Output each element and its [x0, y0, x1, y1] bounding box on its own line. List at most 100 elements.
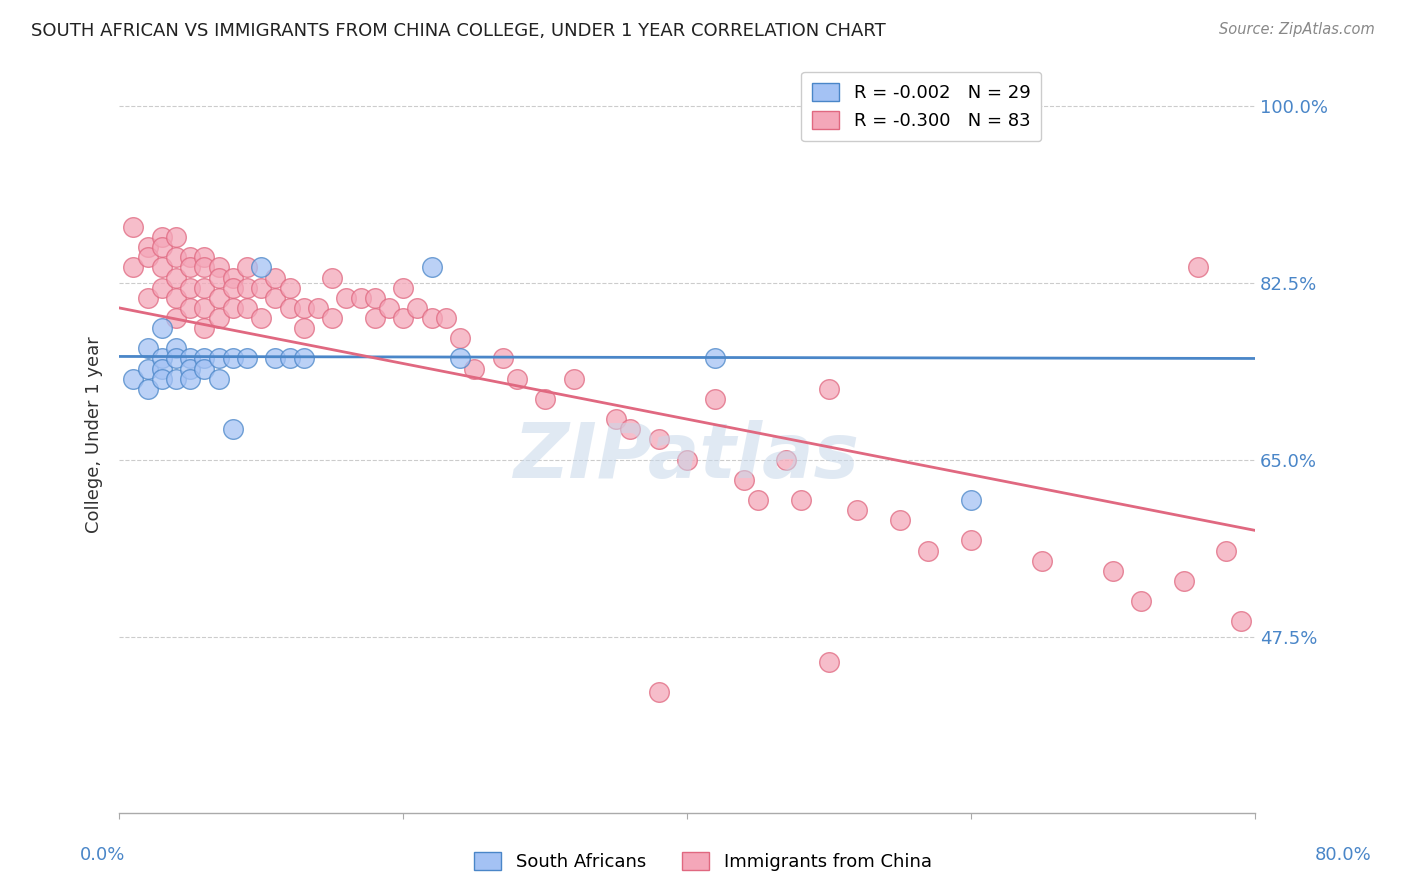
Point	[278, 351, 301, 366]
Point	[179, 301, 201, 315]
Point	[278, 301, 301, 315]
Point	[775, 452, 797, 467]
Point	[208, 351, 231, 366]
Text: 80.0%: 80.0%	[1315, 846, 1371, 863]
Point	[136, 291, 159, 305]
Point	[136, 342, 159, 356]
Point	[122, 260, 145, 275]
Point	[208, 270, 231, 285]
Point	[960, 493, 983, 508]
Point	[165, 351, 187, 366]
Point	[789, 493, 811, 508]
Point	[364, 291, 387, 305]
Point	[179, 251, 201, 265]
Point	[1187, 260, 1209, 275]
Text: 0.0%: 0.0%	[80, 846, 125, 863]
Point	[960, 533, 983, 548]
Point	[307, 301, 329, 315]
Point	[165, 372, 187, 386]
Point	[846, 503, 869, 517]
Point	[321, 311, 343, 326]
Text: ZIPatlas: ZIPatlas	[515, 420, 860, 494]
Point	[250, 260, 273, 275]
Point	[818, 382, 841, 396]
Point	[150, 372, 173, 386]
Point	[619, 422, 641, 436]
Point	[122, 372, 145, 386]
Point	[208, 291, 231, 305]
Point	[747, 493, 769, 508]
Point	[179, 361, 201, 376]
Point	[193, 321, 215, 335]
Point	[136, 382, 159, 396]
Point	[136, 251, 159, 265]
Point	[193, 260, 215, 275]
Point	[165, 291, 187, 305]
Point	[236, 260, 259, 275]
Point	[222, 270, 245, 285]
Point	[676, 452, 699, 467]
Point	[179, 351, 201, 366]
Point	[150, 230, 173, 244]
Legend: South Africans, Immigrants from China: South Africans, Immigrants from China	[467, 845, 939, 879]
Point	[562, 372, 585, 386]
Point	[136, 361, 159, 376]
Point	[647, 433, 669, 447]
Legend: R = -0.002   N = 29, R = -0.300   N = 83: R = -0.002 N = 29, R = -0.300 N = 83	[801, 71, 1042, 141]
Point	[392, 281, 415, 295]
Point	[292, 351, 315, 366]
Point	[222, 422, 245, 436]
Point	[378, 301, 401, 315]
Point	[278, 281, 301, 295]
Point	[506, 372, 529, 386]
Point	[165, 342, 187, 356]
Point	[179, 372, 201, 386]
Point	[1130, 594, 1153, 608]
Point	[236, 301, 259, 315]
Point	[222, 351, 245, 366]
Point	[1229, 615, 1251, 629]
Point	[392, 311, 415, 326]
Point	[165, 251, 187, 265]
Point	[491, 351, 513, 366]
Point	[136, 240, 159, 254]
Point	[917, 543, 939, 558]
Point	[449, 351, 471, 366]
Point	[193, 251, 215, 265]
Point	[165, 270, 187, 285]
Point	[406, 301, 429, 315]
Point	[150, 240, 173, 254]
Point	[122, 220, 145, 235]
Point	[1215, 543, 1237, 558]
Point	[704, 392, 727, 406]
Point	[335, 291, 357, 305]
Point	[647, 685, 669, 699]
Point	[889, 513, 911, 527]
Point	[434, 311, 457, 326]
Point	[1173, 574, 1195, 588]
Point	[222, 301, 245, 315]
Point	[349, 291, 371, 305]
Point	[292, 321, 315, 335]
Point	[208, 311, 231, 326]
Point	[250, 311, 273, 326]
Point	[733, 473, 755, 487]
Point	[420, 260, 443, 275]
Point	[449, 331, 471, 345]
Point	[534, 392, 557, 406]
Point	[264, 270, 287, 285]
Point	[704, 351, 727, 366]
Point	[165, 311, 187, 326]
Point	[264, 351, 287, 366]
Text: SOUTH AFRICAN VS IMMIGRANTS FROM CHINA COLLEGE, UNDER 1 YEAR CORRELATION CHART: SOUTH AFRICAN VS IMMIGRANTS FROM CHINA C…	[31, 22, 886, 40]
Text: Source: ZipAtlas.com: Source: ZipAtlas.com	[1219, 22, 1375, 37]
Point	[179, 281, 201, 295]
Point	[150, 361, 173, 376]
Point	[179, 260, 201, 275]
Point	[364, 311, 387, 326]
Point	[208, 372, 231, 386]
Point	[321, 270, 343, 285]
Point	[150, 351, 173, 366]
Point	[1102, 564, 1125, 578]
Point	[420, 311, 443, 326]
